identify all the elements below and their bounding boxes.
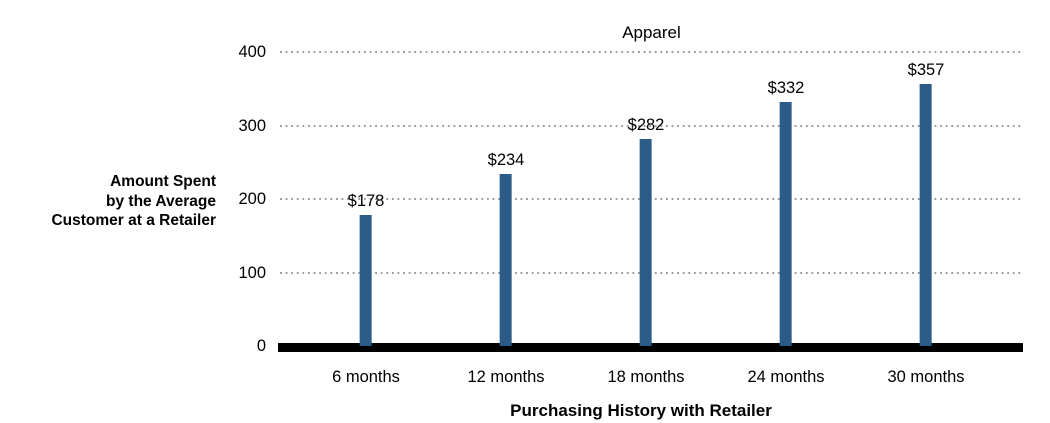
bar-value-label: $332 <box>767 78 805 97</box>
bar <box>360 215 372 346</box>
chart-title: Apparel <box>622 23 681 42</box>
bar-group: $332 <box>767 78 805 346</box>
y-tick-label-300: 300 <box>238 117 266 135</box>
bar <box>640 138 652 346</box>
y-axis-title-line-1: Amount Spent <box>110 173 216 190</box>
x-tick-label: 24 months <box>747 368 825 386</box>
y-axis-title-line-2: by the Average <box>106 192 216 210</box>
y-tick-label-200: 200 <box>238 190 266 208</box>
bar <box>780 101 792 346</box>
gridline-300 <box>280 124 1023 127</box>
x-axis-line <box>278 343 1023 352</box>
x-tick-label: 6 months <box>332 368 400 386</box>
y-axis-title-line-3: Customer at a Retailer <box>51 212 216 229</box>
bar-group: $234 <box>487 151 525 346</box>
y-tick-label-100: 100 <box>238 264 266 282</box>
bar-group: $357 <box>907 60 945 346</box>
y-tick-label-400: 400 <box>238 43 266 61</box>
bar-group: $178 <box>347 192 385 346</box>
bar-value-label: $234 <box>487 151 525 170</box>
x-axis-title: Purchasing History with Retailer <box>510 401 772 420</box>
bar-value-label: $357 <box>907 60 945 79</box>
x-tick-label: 12 months <box>467 368 545 386</box>
bar <box>920 83 932 346</box>
bar-value-label: $178 <box>347 192 385 211</box>
x-tick-label: 18 months <box>607 368 685 386</box>
y-tick-label-0: 0 <box>256 337 266 355</box>
bar-value-label: $282 <box>627 115 665 134</box>
y-axis-title: Amount Spent by the Average Customer at … <box>0 172 216 231</box>
bar <box>500 174 512 346</box>
x-tick-label: 30 months <box>887 368 965 386</box>
bar-group: $282 <box>627 115 665 346</box>
gridline-400 <box>280 51 1023 53</box>
plot-area: $178 $234 $282 $332 $357 <box>280 51 1023 346</box>
